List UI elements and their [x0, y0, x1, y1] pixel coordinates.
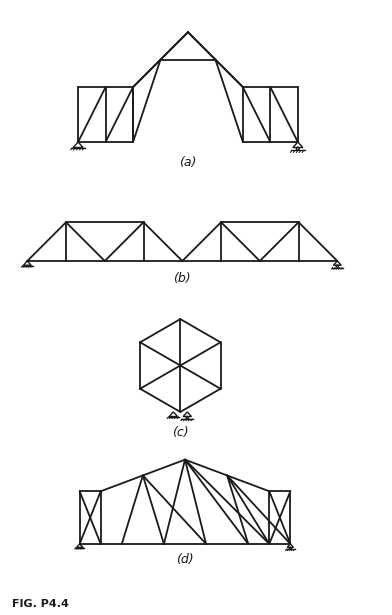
Text: FIG. P4.4: FIG. P4.4 — [12, 599, 69, 609]
Text: (b): (b) — [174, 272, 191, 285]
Text: (c): (c) — [172, 426, 189, 439]
Text: (a): (a) — [179, 156, 197, 169]
Text: (d): (d) — [176, 554, 194, 566]
